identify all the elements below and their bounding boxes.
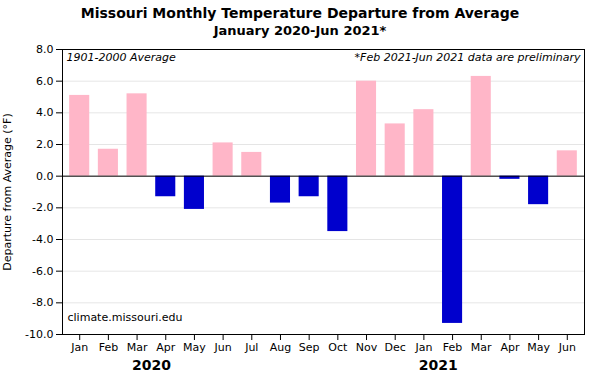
svg-text:Mar: Mar (471, 341, 492, 354)
svg-text:Aug: Aug (270, 341, 291, 354)
svg-text:Jun: Jun (214, 341, 232, 354)
svg-text:Feb: Feb (443, 341, 462, 354)
svg-text:climate.missouri.edu: climate.missouri.edu (68, 311, 183, 324)
svg-text:2021: 2021 (419, 357, 458, 373)
svg-text:-2.0: -2.0 (32, 201, 53, 214)
svg-text:May: May (527, 341, 550, 354)
svg-text:-10.0: -10.0 (25, 328, 53, 341)
svg-text:Jun: Jun (558, 341, 576, 354)
svg-text:Apr: Apr (156, 341, 176, 354)
svg-text:May: May (183, 341, 206, 354)
svg-text:0.0: 0.0 (36, 170, 54, 183)
svg-text:4.0: 4.0 (36, 106, 54, 119)
svg-text:Jan: Jan (70, 341, 88, 354)
svg-text:Oct: Oct (328, 341, 348, 354)
html-text:January 2020-Jun 2021*: January 2020-Jun 2021* (213, 23, 387, 38)
svg-text:2020: 2020 (132, 357, 171, 373)
svg-text:Mar: Mar (127, 341, 148, 354)
svg-text:Sep: Sep (299, 341, 320, 354)
svg-text:Feb: Feb (99, 341, 118, 354)
svg-text:Jan: Jan (414, 341, 432, 354)
svg-text:1901-2000 Average: 1901-2000 Average (67, 51, 177, 64)
svg-text:-8.0: -8.0 (32, 296, 53, 309)
svg-text:6.0: 6.0 (36, 75, 54, 88)
svg-text:8.0: 8.0 (36, 43, 54, 56)
svg-text:-4.0: -4.0 (32, 233, 53, 246)
html-text:Missouri Monthly Temperature D: Missouri Monthly Temperature Departure f… (80, 5, 520, 21)
svg-text:Apr: Apr (500, 341, 520, 354)
svg-text:Nov: Nov (356, 341, 378, 354)
svg-text:-6.0: -6.0 (32, 265, 53, 278)
svg-text:*Feb 2021-Jun 2021 data are pr: *Feb 2021-Jun 2021 data are preliminary (355, 51, 581, 64)
svg-text:2.0: 2.0 (36, 138, 54, 151)
svg-text:Dec: Dec (385, 341, 406, 354)
svg-text:Departure from Average (°F): Departure from Average (°F) (1, 113, 14, 271)
svg-text:Jul: Jul (244, 341, 258, 354)
